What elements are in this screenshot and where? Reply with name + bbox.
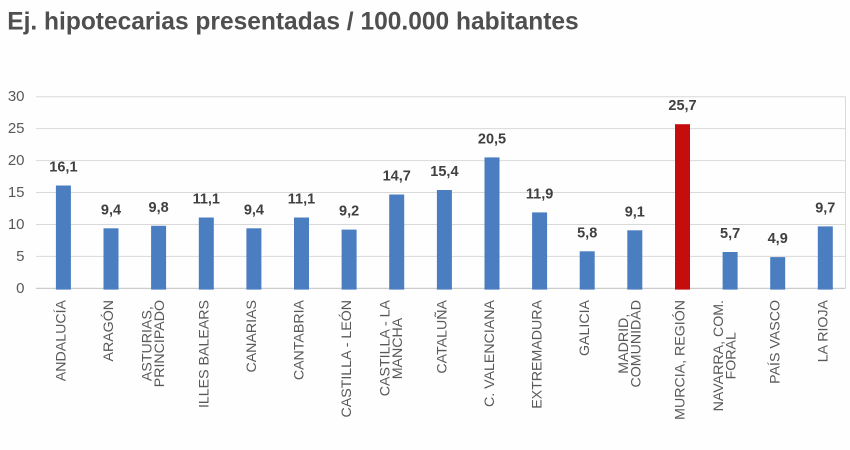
svg-text:11,1: 11,1 [288, 192, 315, 208]
svg-text:25,7: 25,7 [668, 98, 696, 114]
svg-text:ANDALUCÍA: ANDALUCÍA [52, 299, 69, 381]
svg-text:30: 30 [8, 88, 25, 105]
svg-text:10: 10 [8, 216, 25, 233]
svg-text:CANTABRIA: CANTABRIA [292, 299, 308, 380]
svg-text:9,1: 9,1 [625, 204, 645, 220]
svg-text:MADRID,: MADRID, [616, 314, 632, 374]
svg-text:EXTREMADURA: EXTREMADURA [530, 299, 546, 408]
svg-text:Ej. hipotecarias presentadas /: Ej. hipotecarias presentadas / 100.000 h… [7, 8, 578, 35]
svg-text:0: 0 [16, 280, 24, 297]
svg-text:5: 5 [16, 248, 24, 265]
svg-text:15: 15 [8, 184, 25, 201]
svg-text:NAVARRA, COM.: NAVARRA, COM. [711, 300, 727, 411]
svg-text:CASTILLA - LA: CASTILLA - LA [378, 299, 394, 396]
svg-text:20,5: 20,5 [478, 131, 506, 147]
svg-text:LA RIOJA: LA RIOJA [815, 299, 831, 362]
svg-text:ASTURIAS,: ASTURIAS, [140, 306, 156, 381]
svg-text:ARAGÓN: ARAGÓN [100, 300, 117, 362]
svg-text:COMUNIDAD: COMUNIDAD [628, 300, 644, 388]
svg-text:9,2: 9,2 [339, 204, 359, 220]
svg-text:PRINCIPADO: PRINCIPADO [152, 300, 168, 387]
svg-text:15,4: 15,4 [430, 164, 458, 180]
svg-text:GALICIA: GALICIA [577, 299, 593, 356]
svg-text:ILLES BALEARS: ILLES BALEARS [196, 300, 212, 408]
svg-text:CATALUÑA: CATALUÑA [433, 299, 450, 373]
svg-text:9,4: 9,4 [244, 202, 264, 218]
svg-text:9,8: 9,8 [149, 200, 169, 216]
svg-text:CANARIAS: CANARIAS [244, 300, 260, 373]
svg-text:11,1: 11,1 [193, 192, 220, 208]
svg-text:5,7: 5,7 [720, 226, 740, 242]
svg-text:4,9: 4,9 [768, 231, 788, 247]
svg-text:5,8: 5,8 [577, 225, 597, 241]
svg-text:9,7: 9,7 [815, 200, 835, 216]
svg-text:14,7: 14,7 [383, 169, 411, 185]
svg-text:PAÍS VASCO: PAÍS VASCO [767, 300, 784, 384]
svg-text:C. VALENCIANA: C. VALENCIANA [482, 299, 498, 406]
svg-text:25: 25 [8, 120, 25, 137]
svg-text:CASTILLA - LEÓN: CASTILLA - LEÓN [338, 300, 355, 417]
svg-text:FORAL: FORAL [724, 332, 740, 379]
svg-text:16,1: 16,1 [49, 160, 77, 176]
svg-text:11,9: 11,9 [526, 186, 553, 202]
svg-text:MANCHA: MANCHA [390, 317, 406, 379]
svg-text:20: 20 [8, 152, 25, 169]
svg-text:9,4: 9,4 [101, 202, 121, 218]
svg-text:MURCIA, REGIÓN: MURCIA, REGIÓN [672, 300, 689, 420]
